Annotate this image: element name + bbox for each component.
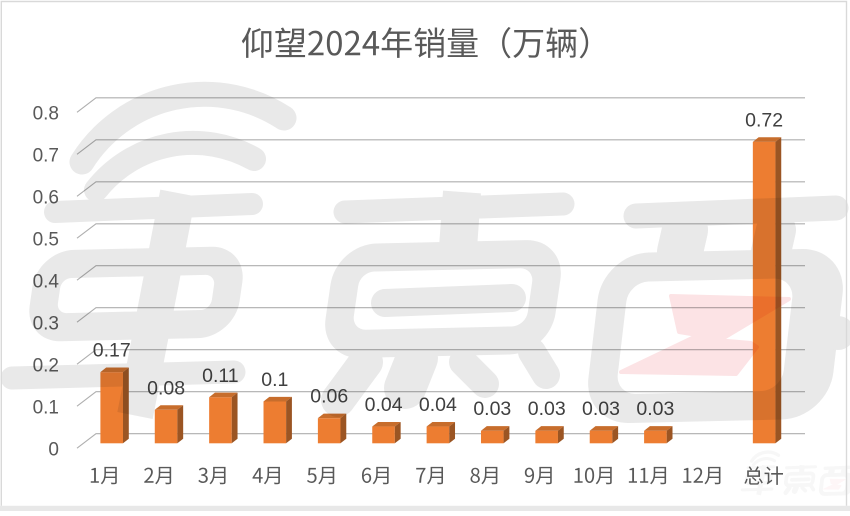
svg-text:0.72: 0.72: [745, 109, 783, 131]
svg-text:0.17: 0.17: [93, 340, 131, 362]
svg-text:0.5: 0.5: [33, 230, 59, 251]
svg-text:0.03: 0.03: [528, 398, 566, 420]
svg-text:0.8: 0.8: [33, 104, 59, 125]
svg-text:0.03: 0.03: [473, 398, 511, 420]
svg-text:0: 0: [48, 440, 59, 461]
svg-text:0.1: 0.1: [261, 369, 288, 391]
svg-text:0.1: 0.1: [33, 398, 59, 419]
svg-text:0.7: 0.7: [33, 146, 59, 167]
svg-text:0.04: 0.04: [419, 394, 457, 416]
